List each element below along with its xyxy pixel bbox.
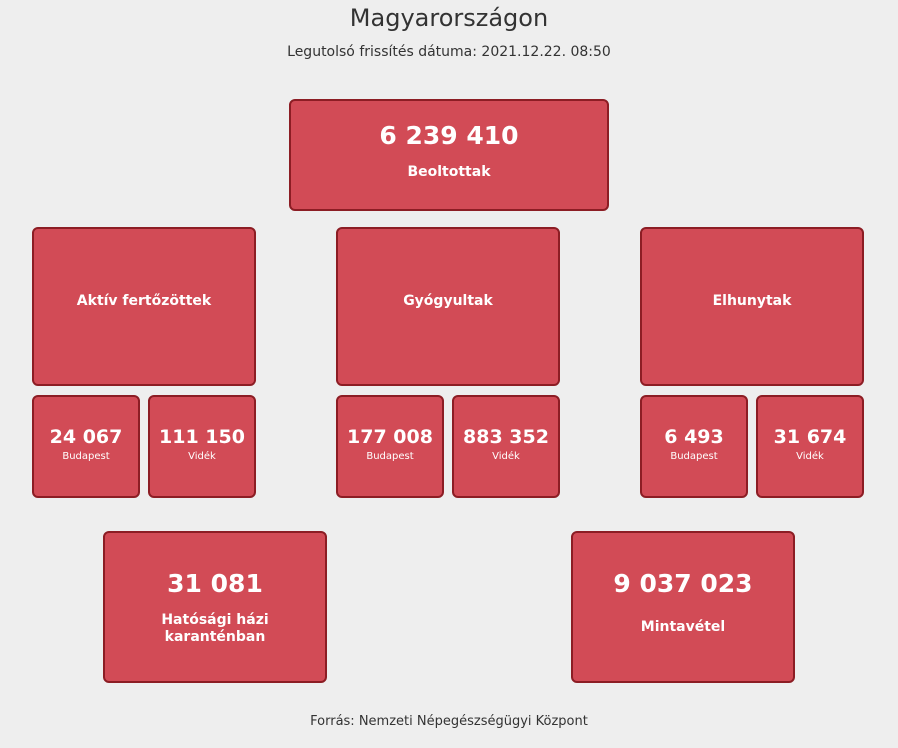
last-updated-text: Legutolsó frissítés dátuma: 2021.12.22. … (287, 44, 611, 60)
active-infected-budapest-value: 24 067 (49, 426, 123, 448)
recovered-videk-card: 883 352 Vidék (452, 395, 560, 498)
active-infected-budapest-label: Budapest (62, 451, 110, 462)
deceased-label: Elhunytak (712, 293, 792, 309)
samples-label: Mintavétel (640, 619, 726, 635)
quarantine-label-line1: Hatósági házi (161, 612, 269, 628)
deceased-budapest-value: 6 493 (664, 426, 724, 448)
active-infected-videk-value: 111 150 (159, 426, 245, 448)
active-infected-videk-card: 111 150 Vidék (148, 395, 256, 498)
active-infected-budapest-card: 24 067 Budapest (32, 395, 140, 498)
vaccinated-label: Beoltottak (407, 164, 491, 180)
active-infected-label: Aktív fertőzöttek (76, 293, 212, 309)
deceased-videk-value: 31 674 (773, 426, 847, 448)
recovered-videk-value: 883 352 (463, 426, 549, 448)
recovered-label: Gyógyultak (403, 293, 493, 309)
recovered-budapest-card: 177 008 Budapest (336, 395, 444, 498)
recovered-videk-label: Vidék (492, 451, 520, 462)
source-footer: Forrás: Nemzeti Népegészségügyi Központ (310, 714, 588, 729)
samples-card: 9 037 023 Mintavétel (571, 531, 795, 683)
deceased-videk-card: 31 674 Vidék (756, 395, 864, 498)
page-title: Magyarországon (349, 4, 549, 32)
quarantine-card: 31 081 Hatósági házi karanténban (103, 531, 327, 683)
recovered-card: Gyógyultak (336, 227, 560, 386)
recovered-budapest-value: 177 008 (347, 426, 433, 448)
active-infected-card: Aktív fertőzöttek (32, 227, 256, 386)
samples-value: 9 037 023 (613, 569, 753, 598)
vaccinated-card: 6 239 410 Beoltottak (289, 99, 609, 211)
deceased-budapest-card: 6 493 Budapest (640, 395, 748, 498)
recovered-budapest-label: Budapest (366, 451, 414, 462)
active-infected-videk-label: Vidék (188, 451, 216, 462)
vaccinated-value: 6 239 410 (379, 121, 519, 150)
deceased-budapest-label: Budapest (670, 451, 718, 462)
deceased-card: Elhunytak (640, 227, 864, 386)
deceased-videk-label: Vidék (796, 451, 824, 462)
quarantine-value: 31 081 (167, 569, 263, 598)
quarantine-label-line2: karanténban (164, 629, 266, 645)
